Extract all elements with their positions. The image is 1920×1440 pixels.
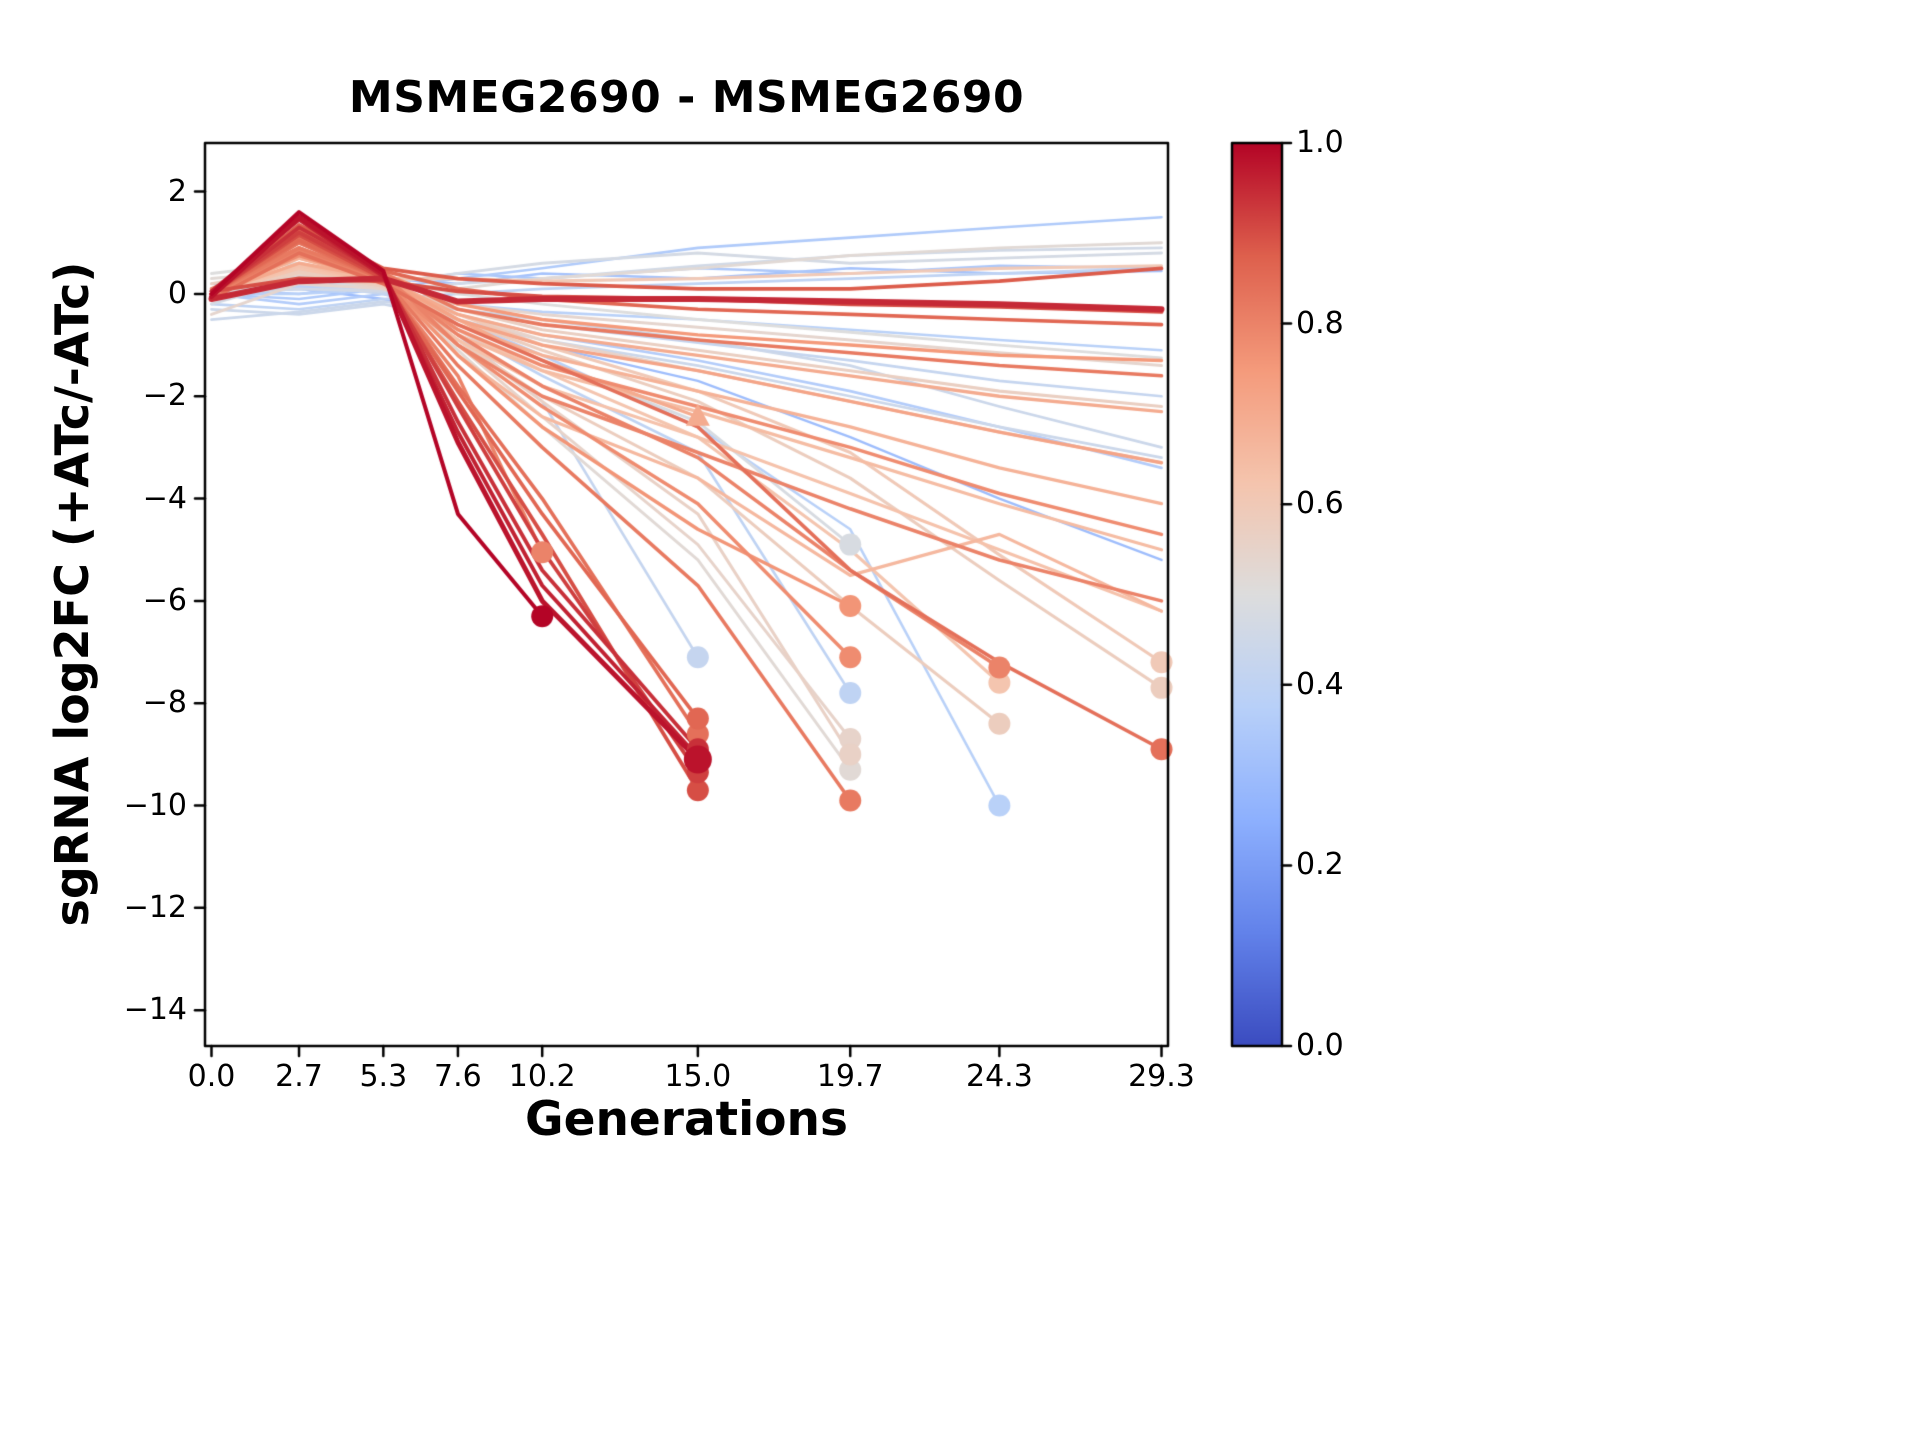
y-tick-label: −12 (123, 889, 187, 925)
y-tick-label: −6 (142, 582, 187, 618)
colorbar-tick-label: 0.2 (1296, 847, 1344, 883)
colorbar-tick-label: 0.8 (1296, 305, 1344, 341)
y-tick-label: 2 (167, 173, 187, 209)
x-tick-label: 7.6 (434, 1059, 482, 1094)
colorbar-tick-label: 1.0 (1296, 125, 1344, 160)
x-axis-label: Generations (525, 1092, 848, 1147)
colorbar-tick-label: 0.6 (1296, 486, 1344, 522)
x-tick-label: 29.3 (1128, 1059, 1195, 1094)
x-tick-label: 10.2 (508, 1059, 576, 1094)
y-tick-label: −8 (142, 685, 187, 721)
x-tick-label: 15.0 (664, 1059, 732, 1094)
x-tick-label: 0.0 (187, 1059, 236, 1094)
y-tick-label: −14 (123, 992, 187, 1028)
colorbar-tick-label: 0.0 (1296, 1028, 1344, 1063)
y-tick-label: 0 (167, 275, 187, 311)
x-tick-label: 2.7 (275, 1059, 323, 1094)
y-tick-label: −2 (142, 378, 187, 414)
colorbar-tick-label: 0.4 (1296, 666, 1344, 702)
chart-title: MSMEG2690 - MSMEG2690 (348, 72, 1025, 123)
y-tick-label: −10 (123, 787, 187, 823)
y-tick-label: −4 (142, 480, 187, 516)
x-tick-label: 5.3 (359, 1059, 408, 1094)
x-tick-label: 19.7 (816, 1059, 884, 1094)
x-tick-label: 24.3 (965, 1059, 1033, 1094)
